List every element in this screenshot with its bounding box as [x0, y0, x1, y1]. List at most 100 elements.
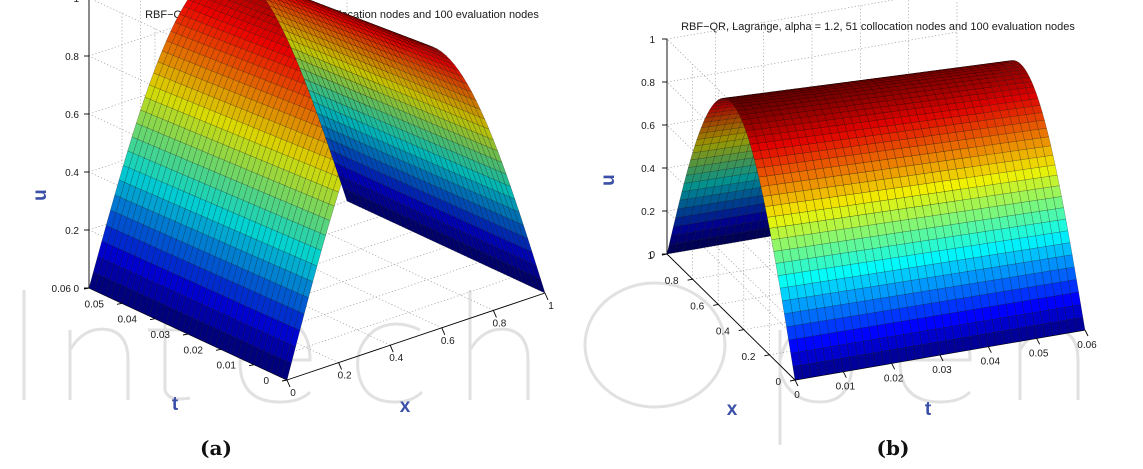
x-tick — [389, 345, 394, 353]
u-tick-label: 0.2 — [641, 207, 655, 218]
t-tick-label: 0.03 — [932, 365, 952, 376]
u-tick-label: 0.8 — [65, 52, 79, 63]
surface-patch — [342, 187, 353, 204]
x-axis-label: x — [400, 396, 411, 417]
t-tick — [182, 333, 189, 336]
t-tick-label: 0.06 — [52, 284, 72, 295]
surface-patch — [204, 0, 215, 9]
grid-line — [666, 31, 958, 83]
surface-plot-b: RBF−QR, Lagrange, alpha = 1.2, 51 colloc… — [598, 0, 1097, 420]
t-tick — [1084, 329, 1089, 337]
grid-line — [666, 38, 796, 166]
x-tick — [492, 310, 497, 318]
x-tick-label: 0.2 — [338, 371, 352, 382]
t-tick-label: 0.04 — [118, 315, 138, 326]
surface-patch — [193, 0, 202, 4]
u-tick-label: 0.6 — [65, 110, 79, 121]
u-axis-label: u — [30, 189, 51, 201]
t-tick — [1036, 338, 1041, 345]
t-tick — [794, 379, 799, 387]
caption-b: (b) — [877, 436, 910, 460]
t-tick — [281, 379, 288, 382]
grid-line — [253, 277, 513, 365]
t-tick-label: 0.02 — [184, 345, 204, 356]
x-tick-label: 0.8 — [665, 276, 679, 287]
grid-line — [666, 0, 896, 40]
grid-line — [295, 218, 494, 311]
grid-line — [666, 81, 796, 209]
x-axis-line — [286, 292, 546, 381]
surface-patch — [213, 0, 223, 5]
x-tick — [338, 362, 343, 370]
x-tick — [286, 379, 291, 388]
t-tick-label: 0.04 — [981, 357, 1001, 368]
t-tick — [149, 318, 156, 321]
surface-patch — [209, 0, 216, 2]
surface — [88, 0, 546, 381]
t-tick-label: 0.01 — [217, 361, 237, 372]
surface-patch — [234, 0, 245, 5]
u-tick-label: 0 — [649, 250, 655, 261]
x-tick-label: 0.4 — [389, 353, 403, 364]
x-tick-label: 0.6 — [441, 336, 455, 347]
u-tick-label: 0.4 — [65, 168, 79, 179]
x-tick-label: 1 — [548, 301, 554, 312]
x-tick-label: 0 — [775, 377, 781, 388]
x-tick — [441, 327, 446, 335]
x-tick-label: 0.2 — [741, 352, 755, 363]
x-tick-label: 0.8 — [492, 318, 506, 329]
t-axis-label: t — [172, 394, 179, 415]
x-tick — [789, 379, 796, 382]
x-tick-label: 0 — [290, 388, 296, 399]
surface-patch — [229, 0, 238, 3]
t-tick — [215, 348, 222, 351]
t-tick-label: 0 — [263, 376, 269, 387]
t-tick-label: 0.03 — [151, 330, 171, 341]
t-tick — [987, 346, 992, 353]
t-tick-label: 0 — [794, 390, 800, 401]
t-axis-label: t — [925, 399, 932, 420]
x-axis-label: x — [727, 399, 738, 420]
chart-title: RBF−QR, Lagrange, alpha = 1.2, 51 colloc… — [681, 21, 1075, 33]
t-tick — [842, 371, 847, 378]
surface — [666, 60, 1086, 381]
t-tick — [248, 364, 255, 367]
surface-patch — [188, 0, 195, 2]
surface-patch — [249, 0, 261, 5]
surface-patch — [198, 0, 209, 7]
x-tick-label: 0.4 — [716, 327, 730, 338]
grid-line — [243, 235, 442, 329]
surface-patch — [255, 0, 266, 7]
x-tick — [713, 303, 719, 306]
u-tick-label: 0.6 — [641, 121, 655, 132]
x-tick — [738, 329, 744, 332]
surface-patch — [219, 0, 230, 7]
t-tick-label: 0.02 — [884, 373, 904, 384]
surface-plot-a: RBF−QR, Lagrange, alpha = 1.2, 51 colloc… — [30, 0, 554, 417]
surface-patch — [240, 0, 251, 8]
t-tick-label: 0.05 — [1029, 348, 1049, 359]
x-tick — [544, 292, 549, 301]
caption-a: (a) — [200, 436, 232, 460]
surface-patch — [244, 0, 253, 3]
x-tick — [764, 354, 770, 357]
u-tick-label: 1 — [649, 35, 655, 46]
grid-line — [715, 245, 844, 372]
surface-patch — [183, 0, 194, 9]
u-tick-label: 0.2 — [65, 226, 79, 237]
x-axis-line — [666, 253, 796, 381]
t-tick — [891, 363, 896, 370]
x-tick-label: 0.6 — [690, 301, 704, 312]
t-tick-label: 0.05 — [85, 299, 105, 310]
t-tick-label: 0.01 — [836, 382, 856, 393]
u-tick-label: 0 — [73, 284, 79, 295]
u-tick-label: 1 — [73, 0, 79, 5]
u-axis-label: u — [598, 174, 619, 186]
u-tick-label: 0.4 — [641, 164, 655, 175]
x-tick — [687, 278, 693, 281]
t-tick-label: 0.06 — [1077, 340, 1097, 351]
u-tick-label: 0.8 — [641, 78, 655, 89]
grid-line — [666, 124, 796, 252]
t-tick — [116, 302, 123, 305]
